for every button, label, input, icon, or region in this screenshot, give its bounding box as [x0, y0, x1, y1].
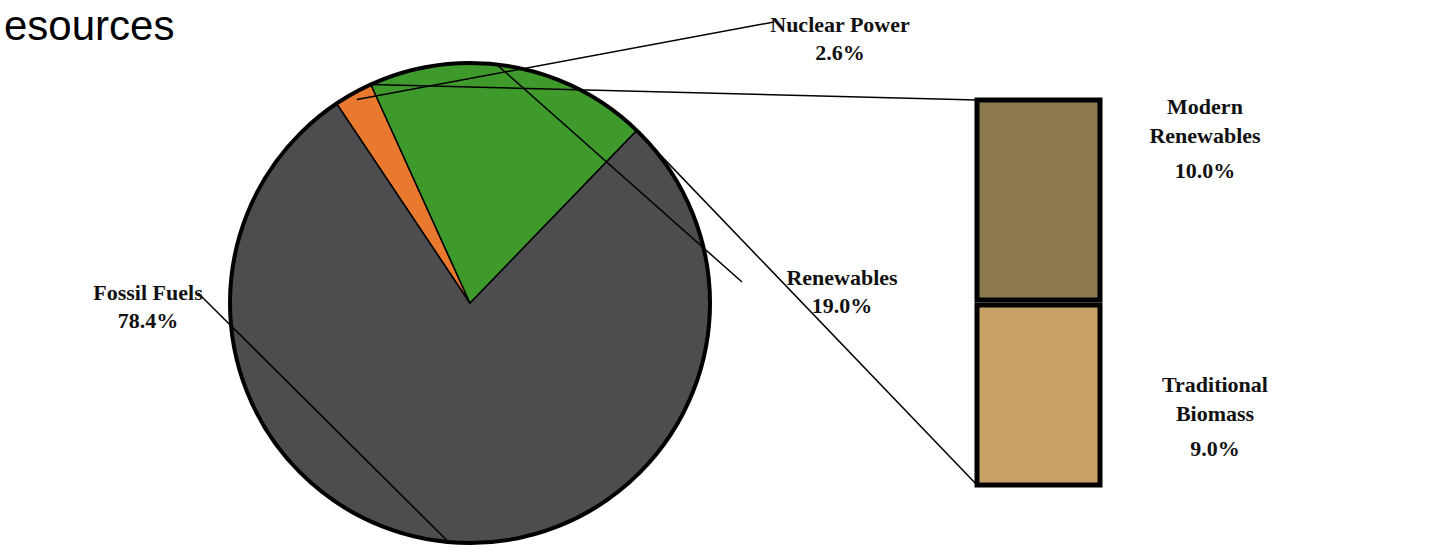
slice-label-line: Nuclear Power: [770, 12, 910, 37]
pie-outline: [230, 63, 710, 543]
breakdown-label: Traditional Biomass: [1162, 372, 1268, 426]
slice-label: Renewables: [786, 265, 898, 290]
leader-line: [497, 64, 742, 282]
breakdown-label-line: Biomass: [1176, 401, 1255, 426]
slice-value-line: 19.0%: [812, 293, 873, 318]
connector-line: [637, 130, 977, 485]
slice-label: Fossil Fuels: [93, 280, 203, 305]
slice-label-line: Renewables: [786, 265, 898, 290]
pie: [230, 63, 710, 543]
breakdown-label-line: Traditional: [1162, 372, 1268, 397]
title: esources: [4, 2, 174, 49]
breakdown-value: 10.0%: [1175, 158, 1236, 183]
slice-value: 2.6%: [815, 40, 865, 65]
breakdown-label-line: Modern: [1167, 94, 1243, 119]
breakdown-label-line: Renewables: [1149, 123, 1261, 148]
breakdown-label: Modern Renewables: [1149, 94, 1261, 148]
breakdown-box: [977, 305, 1100, 485]
breakdown-value: 9.0%: [1190, 436, 1240, 461]
leader-line: [357, 22, 774, 100]
slice-value-line: 78.4%: [118, 308, 179, 333]
breakdown: [977, 100, 1100, 485]
slice-label: Nuclear Power: [770, 12, 910, 37]
slice-label-line: Fossil Fuels: [93, 280, 203, 305]
breakdown-value-line: 10.0%: [1175, 158, 1236, 183]
leader-line: [198, 293, 449, 542]
breakdown-box: [977, 100, 1100, 300]
slice-value: 78.4%: [118, 308, 179, 333]
slice-value: 19.0%: [812, 293, 873, 318]
breakdown-value-line: 9.0%: [1190, 436, 1240, 461]
chart: esources Fossil Fuels 78.4% Nuclear Power 2.…: [0, 0, 1429, 553]
slice-value-line: 2.6%: [815, 40, 865, 65]
connector-line: [371, 84, 977, 100]
